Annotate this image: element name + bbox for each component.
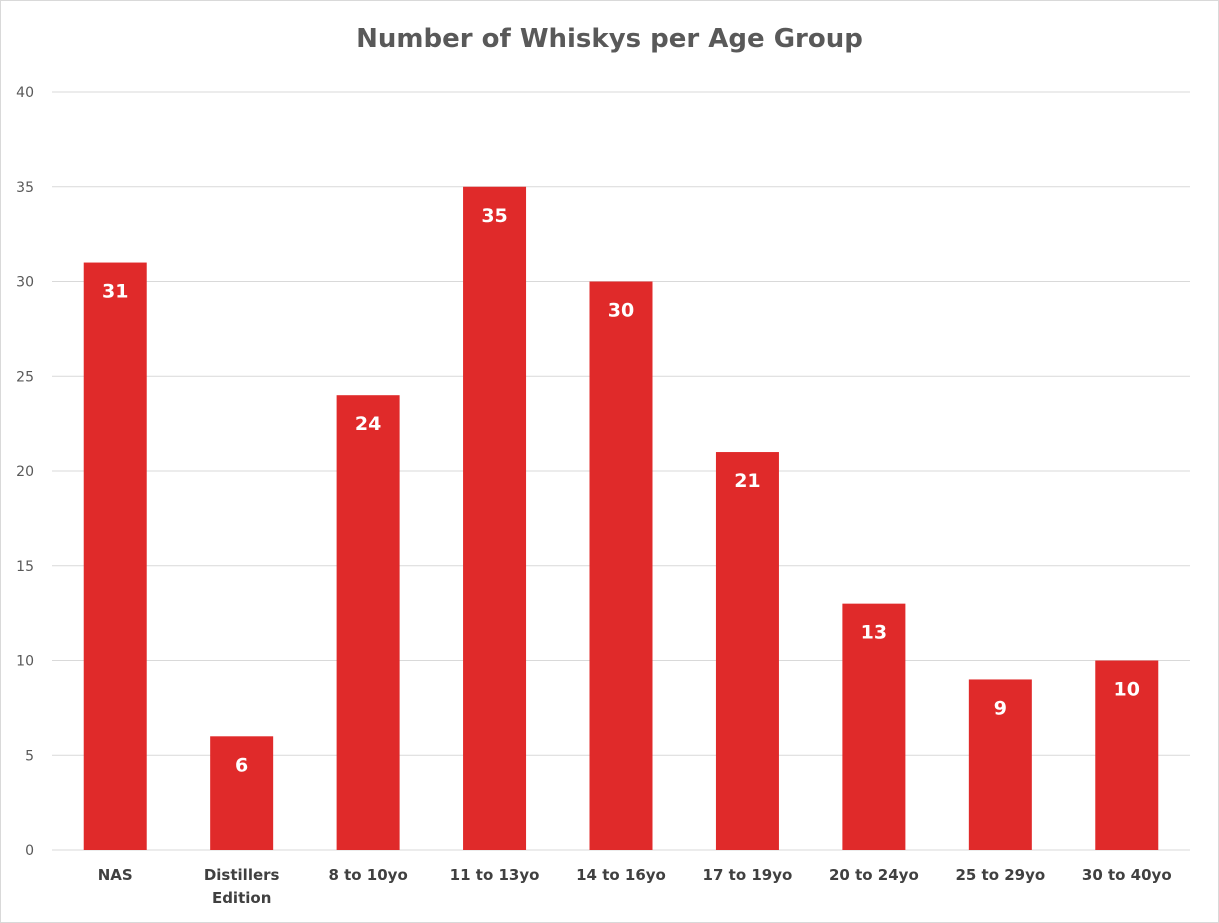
y-tick-label: 40 [16,85,34,101]
x-tick-label: 8 to 10yo [328,866,407,884]
bar [968,679,1032,850]
bar [589,281,653,850]
chart-title: Number of Whiskys per Age Group [356,24,863,54]
y-axis: 0 5 10 15 20 25 30 35 40 [16,85,34,859]
y-tick-label: 20 [16,464,34,480]
data-label: 30 [608,300,634,322]
bar [715,452,779,850]
y-tick-label: 35 [16,180,34,196]
data-label: 35 [481,205,507,227]
data-label: 9 [994,697,1007,719]
y-tick-label: 10 [16,654,34,670]
bar [463,186,527,850]
x-axis: NAS Distillers Edition 8 to 10yo 11 to 13yo 1… [98,866,1172,907]
x-tick-label: NAS [98,866,133,884]
data-labels: 31 6 24 35 30 21 13 9 10 [102,205,1140,777]
data-label: 31 [102,281,128,303]
x-tick-label: 20 to 24yo [829,866,919,884]
bars [83,186,1159,850]
bar [336,395,400,850]
x-tick-label: 25 to 29yo [955,866,1045,884]
x-tick-label: 11 to 13yo [450,866,540,884]
bar [1095,660,1159,850]
y-tick-label: 30 [16,275,34,291]
data-label: 13 [861,622,887,644]
x-tick-label: 30 to 40yo [1082,866,1172,884]
y-tick-label: 25 [16,369,34,385]
x-tick-label: Distillers Edition [204,866,280,907]
data-label: 10 [1114,679,1140,701]
bar [210,736,274,850]
y-tick-label: 0 [25,843,34,859]
x-tick-label: 17 to 19yo [703,866,793,884]
bar [83,262,147,850]
data-label: 24 [355,413,381,435]
data-label: 6 [235,754,248,776]
y-tick-label: 5 [25,748,34,764]
bar [842,603,906,850]
y-tick-label: 15 [16,559,34,575]
x-tick-label: 14 to 16yo [576,866,666,884]
data-label: 21 [734,470,760,492]
